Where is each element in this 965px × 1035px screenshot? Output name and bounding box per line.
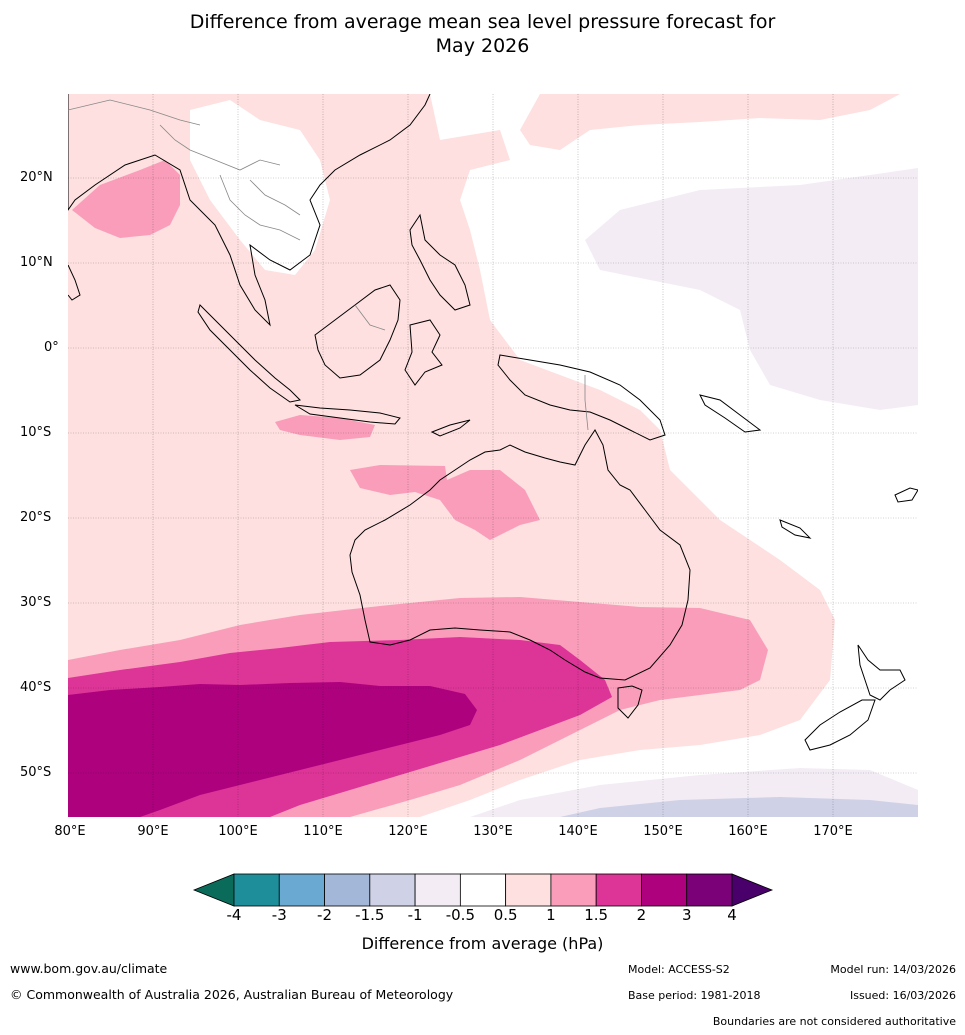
- lon-label-160e: 160°E: [728, 824, 768, 839]
- colorbar-tick-label: -4: [226, 906, 242, 924]
- colorbar-tick-label: 2: [636, 906, 647, 924]
- near-normal-se-asia: [190, 100, 330, 275]
- tasmania-coast: [617, 685, 643, 719]
- footer-model: Model: ACCESS-S2: [628, 963, 730, 976]
- lat-label-40s: 40°S: [20, 680, 52, 695]
- timor-coast: [430, 419, 471, 437]
- map-area: [68, 94, 918, 817]
- solomon-islands: [699, 394, 762, 433]
- lon-label-90e: 90°E: [137, 824, 169, 839]
- colorbar-tick-label: 4: [727, 906, 737, 924]
- title-line-2: May 2026: [435, 35, 530, 57]
- vanuatu-islands: [779, 519, 812, 539]
- colorbar-tick-label: 1.5: [584, 906, 609, 924]
- colorbar-tick-label: 3: [681, 906, 692, 924]
- footer-base-period: Base period: 1981-2018: [628, 989, 761, 1002]
- fiji-islands: [894, 487, 918, 503]
- lon-label-130e: 130°E: [473, 824, 513, 839]
- country-borders: [68, 99, 589, 431]
- lon-label-170e: 170°E: [813, 824, 853, 839]
- india-coast: [68, 264, 81, 301]
- java-coast: [294, 404, 401, 425]
- anomaly-zone-1-1.5-timor: [275, 415, 375, 440]
- lon-label-80e: 80°E: [54, 824, 86, 839]
- anomaly-zone-0.5-1-north-pacific: [520, 94, 900, 150]
- title-line-1: Difference from average mean sea level p…: [189, 11, 776, 33]
- chart-title: Difference from average mean sea level p…: [0, 10, 965, 58]
- colorbar-tick-label: -3: [271, 906, 287, 924]
- lat-label-20s: 20°S: [20, 510, 52, 525]
- anomaly-zone-2-3: [68, 682, 477, 817]
- philippines-coast: [409, 213, 471, 311]
- lon-label-110e: 110°E: [303, 824, 343, 839]
- new-zealand-south: [804, 699, 876, 751]
- australia-coast: [349, 429, 691, 681]
- lat-label-10n: 10°N: [20, 255, 53, 270]
- anomaly-zone-1-1.5-bay-of-bengal: [72, 160, 180, 238]
- lon-label-150e: 150°E: [643, 824, 683, 839]
- colorbar-tick-label: -1.5: [355, 906, 385, 924]
- anomaly-zone-neg-0.5-pacific: [585, 168, 918, 410]
- footer-disclaimer: Boundaries are not considered authoritat…: [712, 1015, 956, 1028]
- sumatra-coast: [197, 304, 302, 403]
- footer-copyright: © Commonwealth of Australia 2026, Austra…: [10, 987, 454, 1002]
- footer-website-link[interactable]: www.bom.gov.au/climate: [10, 961, 168, 976]
- anomaly-zone-neg-1-south: [560, 797, 918, 817]
- coastlines: [68, 94, 918, 751]
- new-zealand-north: [857, 644, 906, 701]
- lat-label-20n: 20°N: [20, 170, 53, 185]
- lat-label-30s: 30°S: [20, 595, 52, 610]
- colorbar-tick-label: 0.5: [493, 906, 518, 924]
- footer-model-run: Model run: 14/03/2026: [830, 963, 956, 976]
- se-asia-coast: [68, 94, 431, 327]
- borneo-coast: [314, 284, 401, 379]
- lon-label-140e: 140°E: [558, 824, 598, 839]
- footer-issued: Issued: 16/03/2026: [849, 989, 956, 1002]
- lat-label-50s: 50°S: [20, 765, 52, 780]
- sulawesi-coast: [404, 319, 443, 386]
- colorbar-tick-label: 1: [546, 906, 556, 924]
- colorbar-tick-label: -1: [407, 906, 423, 924]
- lat-label-0: 0°: [44, 340, 59, 355]
- colorbar-tick-label: -0.5: [445, 906, 475, 924]
- anomaly-zone-1-1.5-nw-australia: [350, 465, 540, 540]
- graticule: [68, 94, 918, 817]
- lat-label-10s: 10°S: [20, 425, 52, 440]
- colorbar-title: Difference from average (hPa): [361, 934, 604, 953]
- lon-label-100e: 100°E: [218, 824, 258, 839]
- new-guinea-coast: [497, 354, 666, 441]
- colorbar-tick-label: -2: [317, 906, 333, 924]
- lon-label-120e: 120°E: [388, 824, 428, 839]
